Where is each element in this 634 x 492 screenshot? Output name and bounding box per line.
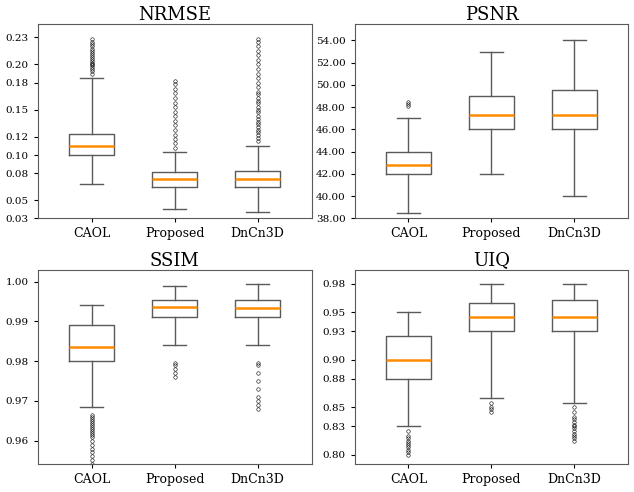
Title: UIQ: UIQ [473,251,510,270]
Title: SSIM: SSIM [150,251,200,270]
Title: NRMSE: NRMSE [138,5,211,24]
Title: PSNR: PSNR [465,5,519,24]
